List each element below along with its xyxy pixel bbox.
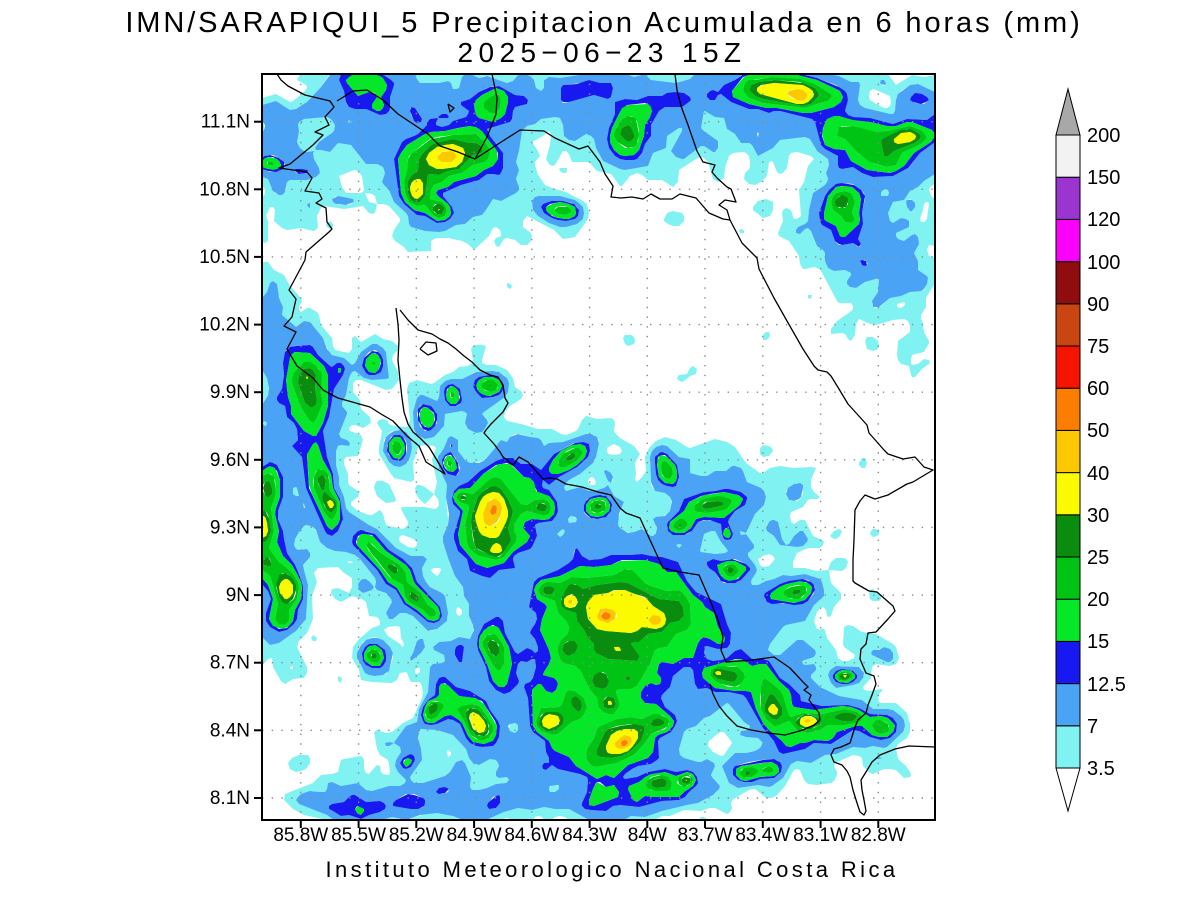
svg-text:10.5N: 10.5N <box>199 247 250 268</box>
svg-text:10.2N: 10.2N <box>199 315 250 336</box>
svg-text:100: 100 <box>1087 252 1120 274</box>
svg-text:83.7W: 83.7W <box>678 825 733 846</box>
svg-text:11.1N: 11.1N <box>201 112 250 133</box>
svg-text:9.9N: 9.9N <box>210 382 250 403</box>
svg-text:IMN/SARAPIQUI_5 Precipitacion: IMN/SARAPIQUI_5 Precipitacion Acumulada … <box>125 7 1082 39</box>
svg-text:9.3N: 9.3N <box>210 517 250 538</box>
svg-text:120: 120 <box>1087 209 1120 231</box>
svg-text:12.5: 12.5 <box>1087 674 1126 696</box>
svg-text:10.8N: 10.8N <box>199 179 250 200</box>
svg-text:20: 20 <box>1087 589 1109 611</box>
svg-text:84.6W: 84.6W <box>504 825 559 846</box>
svg-text:85.8W: 85.8W <box>273 825 328 846</box>
svg-text:85.2W: 85.2W <box>389 825 444 846</box>
svg-text:30: 30 <box>1087 505 1109 527</box>
svg-text:84.9W: 84.9W <box>447 825 502 846</box>
svg-text:7: 7 <box>1087 716 1098 738</box>
svg-text:Instituto Meteorologico Nacion: Instituto Meteorologico Nacional Costa R… <box>326 857 899 882</box>
svg-text:15: 15 <box>1087 631 1109 653</box>
svg-text:83.1W: 83.1W <box>793 825 848 846</box>
svg-text:84W: 84W <box>628 825 667 846</box>
svg-text:25: 25 <box>1087 547 1109 569</box>
svg-text:75: 75 <box>1087 336 1109 358</box>
svg-text:40: 40 <box>1087 463 1109 485</box>
svg-text:8.7N: 8.7N <box>210 653 250 674</box>
svg-text:9N: 9N <box>226 585 250 606</box>
svg-text:3.5: 3.5 <box>1087 758 1115 780</box>
svg-text:60: 60 <box>1087 378 1109 400</box>
svg-text:200: 200 <box>1087 125 1120 147</box>
svg-text:82.8W: 82.8W <box>851 825 906 846</box>
svg-text:150: 150 <box>1087 167 1120 189</box>
svg-text:85.5W: 85.5W <box>331 825 386 846</box>
svg-text:84.3W: 84.3W <box>562 825 617 846</box>
svg-text:83.4W: 83.4W <box>735 825 790 846</box>
svg-text:2025−06−23 15Z: 2025−06−23 15Z <box>458 37 747 68</box>
svg-text:50: 50 <box>1087 420 1109 442</box>
svg-text:9.6N: 9.6N <box>210 450 250 471</box>
svg-text:8.4N: 8.4N <box>210 720 250 741</box>
svg-text:90: 90 <box>1087 294 1109 316</box>
svg-text:8.1N: 8.1N <box>210 788 250 809</box>
